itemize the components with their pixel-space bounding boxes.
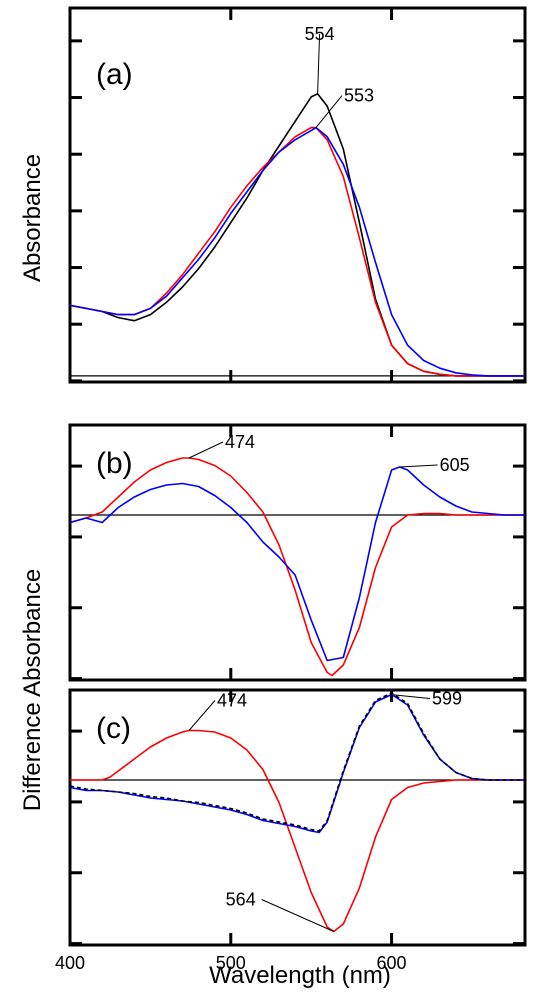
panel-label: (c) <box>96 712 131 745</box>
series-line-2 <box>69 126 525 377</box>
series-line-0 <box>70 729 525 933</box>
annotation-leader <box>389 694 430 699</box>
x-tick-label: 600 <box>377 953 407 973</box>
panel-label: (b) <box>96 447 133 480</box>
peak-annotation: 474 <box>225 432 255 452</box>
peak-annotation: 553 <box>344 86 374 106</box>
x-tick-label: 500 <box>216 953 246 973</box>
panel-label: (a) <box>96 58 133 91</box>
annotation-leader <box>188 441 224 459</box>
series-line-1 <box>69 466 525 662</box>
series-line-1 <box>69 693 525 834</box>
annotation-leader <box>315 95 343 128</box>
series-line-1 <box>69 126 525 377</box>
panel-1: (b) 474 605 <box>68 423 527 682</box>
peak-annotation: 599 <box>432 689 462 709</box>
peak-annotation: 564 <box>226 890 256 910</box>
panels: (a) 554 553 (b) 474 605 400 500 600 (c) 474 599 564 <box>55 6 527 973</box>
plot-frame <box>68 688 527 947</box>
series-line-0 <box>69 457 525 677</box>
annotation-leader <box>261 899 334 932</box>
x-tick-label: 400 <box>55 953 85 973</box>
plot-frame <box>68 423 527 682</box>
y-axis-label-difference-absorbance: Difference Absorbance <box>19 569 46 811</box>
y-axis-label-absorbance: Absorbance <box>19 154 46 282</box>
annotation-leader <box>317 33 321 94</box>
panel-2: 400 500 600 (c) 474 599 564 <box>55 688 527 973</box>
peak-annotation: 554 <box>305 24 335 44</box>
annotation-leader <box>188 700 216 731</box>
peak-annotation: 605 <box>440 455 470 475</box>
panel-0: (a) 554 553 <box>68 6 527 384</box>
series-line-2 <box>69 692 525 832</box>
peak-annotation: 474 <box>217 691 247 711</box>
x-axis-label: Wavelength (nm) <box>209 962 391 989</box>
plot-frame <box>68 6 527 384</box>
annotation-leader <box>399 464 438 468</box>
